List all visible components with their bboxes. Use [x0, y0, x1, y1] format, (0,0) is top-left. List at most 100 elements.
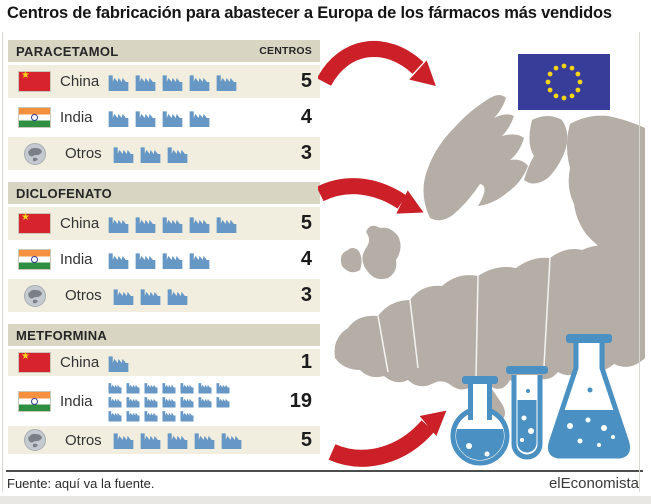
- factory-pictogram: [112, 285, 193, 307]
- china-flag: ★: [18, 212, 51, 234]
- factory-icon: [140, 433, 161, 450]
- country-row-china: ★ China 5: [8, 65, 320, 98]
- country-label: China: [60, 354, 100, 371]
- test-tube: [506, 366, 548, 460]
- factory-icon: [126, 396, 140, 407]
- country-row-otros: Otros 3: [8, 279, 320, 312]
- map-and-illustrations: [318, 40, 645, 467]
- factory-icon: [162, 396, 176, 407]
- country-label: India: [60, 251, 93, 268]
- india-flag-chakra: [31, 114, 38, 121]
- page-title: Centros de fabricación para abastecer a …: [7, 4, 612, 22]
- country-row-india: India 4: [8, 243, 320, 276]
- globe-icon: [24, 142, 46, 165]
- centros-count: 5: [300, 70, 312, 92]
- red-arrow-bottom: [328, 410, 447, 467]
- factory-pictogram: [107, 107, 215, 129]
- factory-icon: [216, 396, 230, 407]
- red-arrow-middle: [318, 178, 424, 214]
- factory-icon: [162, 410, 176, 421]
- red-arrow-top: [318, 40, 436, 87]
- india-flag: [18, 107, 51, 128]
- factory-icon: [162, 252, 183, 269]
- factory-icon: [216, 74, 237, 91]
- factory-pictogram: [107, 71, 242, 93]
- factory-icon: [108, 252, 129, 269]
- eu-flag: [518, 54, 610, 110]
- china-flag: ★: [18, 70, 51, 92]
- factory-pictogram: [107, 380, 237, 422]
- india-flag: [18, 390, 51, 412]
- factory-icon: [189, 252, 210, 269]
- drug-name: METFORMINA: [16, 327, 108, 343]
- factory-icon: [126, 410, 140, 421]
- factory-pictogram: [107, 249, 215, 271]
- country-label: India: [60, 392, 93, 410]
- source-note: Fuente: aquí va la fuente.: [7, 476, 155, 491]
- drug-name: PARACETAMOL: [16, 43, 119, 59]
- country-label: China: [60, 215, 100, 232]
- centros-column-header: CENTROS: [259, 45, 312, 57]
- drug-name: DICLOFENATO: [16, 185, 112, 201]
- factory-icon: [162, 110, 183, 127]
- drug-section-metformina: METFORMINA ★ China 1 India 19 Otros 5: [8, 324, 320, 454]
- centros-count: 3: [300, 284, 312, 306]
- india-flag-chakra: [31, 397, 38, 405]
- factory-icon: [140, 288, 161, 305]
- country-row-otros: Otros 5: [8, 426, 320, 454]
- left-frame-edge: [2, 32, 3, 492]
- factory-icon: [162, 74, 183, 91]
- erlenmeyer-flask: [548, 334, 630, 459]
- country-row-india: India 4: [8, 101, 320, 134]
- factory-icon: [216, 382, 230, 393]
- factory-icon: [108, 74, 129, 91]
- round-flask: [450, 376, 510, 466]
- factory-icon: [189, 110, 210, 127]
- centros-count: 1: [300, 351, 312, 373]
- country-label: China: [60, 73, 100, 90]
- centros-count: 4: [300, 106, 312, 128]
- centros-count: 5: [300, 212, 312, 234]
- factory-icon: [144, 382, 158, 393]
- factory-icon: [108, 110, 129, 127]
- factory-icon: [135, 216, 156, 233]
- factory-icon: [180, 410, 194, 421]
- drug-section-paracetamol: PARACETAMOL CENTROS ★ China 5 India 4 Otros 3: [8, 40, 320, 170]
- footer-divider: [6, 470, 643, 472]
- country-label: India: [60, 109, 93, 126]
- factory-icon: [126, 382, 140, 393]
- country-label: Otros: [65, 145, 102, 162]
- factory-icon: [189, 216, 210, 233]
- factory-icon: [144, 396, 158, 407]
- country-row-china: ★ China 5: [8, 207, 320, 240]
- centros-count: 3: [300, 142, 312, 164]
- factory-icon: [113, 433, 134, 450]
- factory-icon: [167, 433, 188, 450]
- factory-icon: [108, 382, 122, 393]
- country-row-china: ★ China 1: [8, 349, 320, 376]
- factory-icon: [198, 382, 212, 393]
- india-flag: [18, 249, 51, 270]
- factory-pictogram: [112, 143, 193, 165]
- bottom-frame-edge: [0, 496, 651, 504]
- china-flag-star: ★: [21, 212, 30, 223]
- centros-count: 4: [300, 248, 312, 270]
- factory-icon: [144, 410, 158, 421]
- factory-icon: [216, 216, 237, 233]
- factory-icon: [108, 396, 122, 407]
- right-frame-edge: [639, 32, 640, 492]
- factory-icon: [113, 146, 134, 163]
- europe-map: [334, 95, 645, 420]
- section-header: DICLOFENATO: [8, 182, 320, 204]
- india-flag-chakra: [31, 256, 38, 263]
- factory-icon: [180, 382, 194, 393]
- factory-pictogram: [112, 429, 247, 451]
- factory-icon: [108, 410, 122, 421]
- country-row-india: India 19: [8, 378, 320, 424]
- otros-globe: [23, 284, 47, 308]
- factory-pictogram: [107, 213, 242, 235]
- centros-count: 5: [300, 428, 312, 451]
- factory-icon: [162, 216, 183, 233]
- china-flag: ★: [18, 351, 51, 373]
